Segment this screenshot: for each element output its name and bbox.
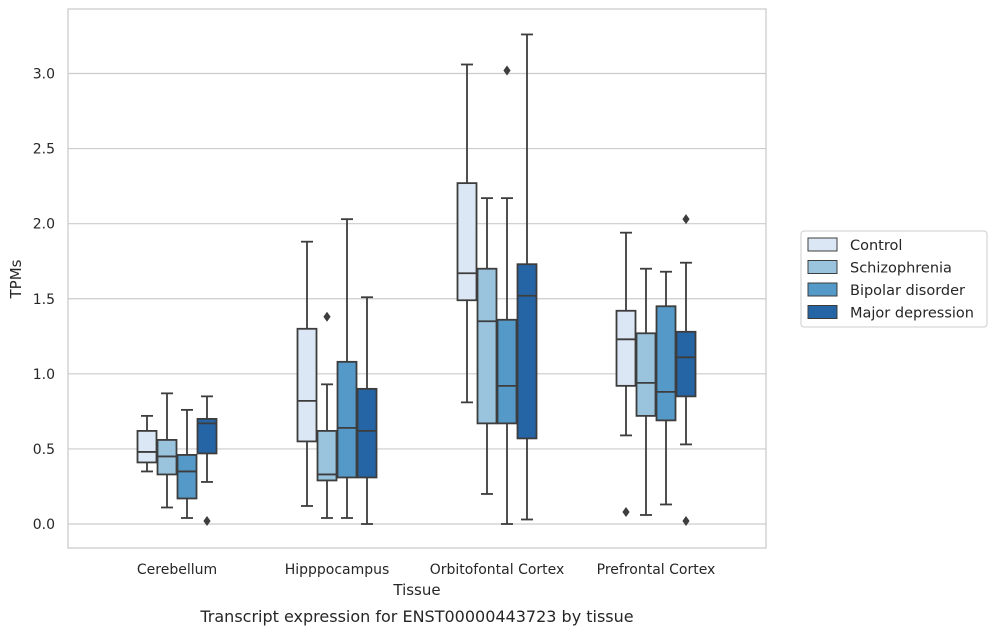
y-tick-label: 1.0	[33, 367, 55, 383]
outlier-point	[682, 515, 690, 526]
box-group	[196, 395, 218, 526]
y-tick-label: 0.0	[33, 517, 55, 533]
gridlines	[68, 72, 766, 525]
y-tick-label: 1.5	[33, 292, 55, 308]
box	[496, 318, 518, 425]
x-axis-label: Tissue	[392, 581, 440, 599]
box-group	[675, 214, 697, 526]
legend-label: Control	[850, 238, 902, 254]
box	[176, 454, 198, 500]
box	[356, 387, 378, 479]
box-group	[296, 240, 318, 507]
y-axis-label: TPMs	[7, 259, 25, 299]
x-tick-label: Cerebellum	[137, 562, 217, 578]
box-group	[156, 392, 178, 509]
box	[655, 305, 677, 422]
box-group	[615, 231, 637, 517]
y-tick-label: 3.0	[33, 67, 55, 83]
box-group	[176, 408, 198, 519]
legend-swatch	[807, 282, 838, 297]
box	[675, 330, 697, 398]
outlier-point	[622, 506, 630, 517]
outlier-point	[203, 515, 211, 526]
box-group	[496, 65, 518, 525]
legend-swatch	[807, 237, 838, 252]
box	[316, 429, 338, 482]
box-group	[316, 311, 338, 519]
x-tick-label: Hipppocampus	[285, 562, 390, 578]
box	[136, 429, 158, 464]
box-group	[655, 270, 677, 506]
box-group	[336, 218, 358, 519]
box-group	[635, 267, 657, 516]
outlier-point	[323, 311, 331, 322]
box	[336, 360, 358, 479]
box-group	[516, 33, 538, 521]
box-group	[356, 296, 378, 525]
box	[516, 263, 538, 440]
x-axis: Cerebellum Hipppocampus Orbitofontal Corte…	[137, 562, 715, 578]
x-tick-label: Prefrontal Cortex	[597, 562, 716, 578]
legend-swatch	[807, 305, 838, 319]
outlier-point	[503, 65, 511, 76]
y-axis: 0.0 0.5 1.0 1.5 2.0 2.5 3.0	[33, 67, 55, 534]
legend-label: Major depression	[850, 306, 974, 322]
box-group	[136, 414, 158, 473]
chart-caption: Transcript expression for ENST0000044372…	[199, 607, 633, 626]
box	[476, 267, 498, 425]
boxes	[136, 33, 697, 526]
box	[296, 327, 318, 443]
box	[615, 309, 637, 387]
box-group	[476, 197, 498, 495]
legend-label: Schizophrenia	[850, 261, 952, 277]
box	[456, 182, 478, 302]
box-group	[456, 63, 478, 404]
y-tick-label: 0.5	[33, 442, 55, 458]
outlier-point	[682, 214, 690, 225]
x-tick-label: Orbitofontal Cortex	[430, 562, 565, 578]
legend-label: Bipolar disorder	[850, 283, 965, 299]
legend-swatch	[807, 260, 838, 274]
legend-frame	[800, 230, 988, 328]
y-tick-label: 2.0	[33, 217, 55, 233]
legend: Control Schizophrenia Bipolar disorder Majo…	[800, 230, 988, 328]
y-tick-label: 2.5	[33, 142, 55, 158]
box	[196, 417, 218, 455]
plot-frame	[67, 8, 767, 549]
box	[635, 332, 657, 417]
